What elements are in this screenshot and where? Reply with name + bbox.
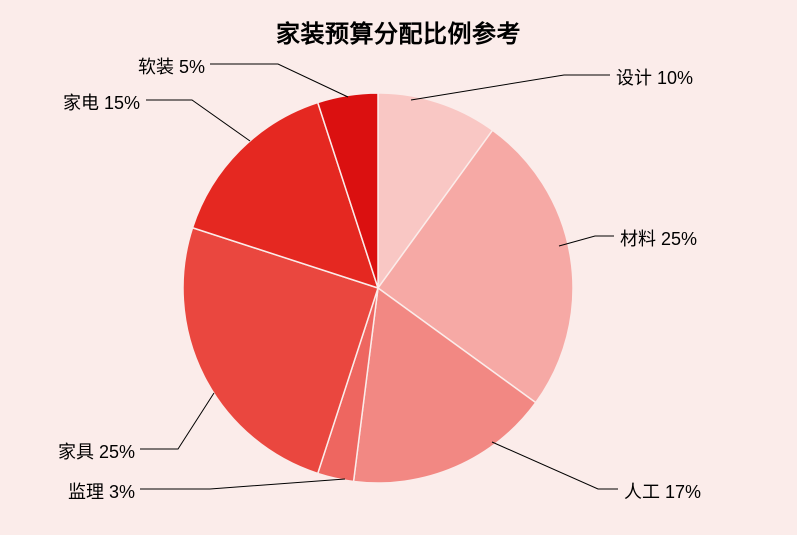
slice-label: 家电 15% (63, 89, 140, 115)
slice-label: 人工 17% (624, 478, 701, 504)
slice-label: 家具 25% (58, 438, 135, 464)
leader-line (146, 100, 250, 141)
leader-line (140, 479, 345, 489)
slice-label: 材料 25% (620, 225, 697, 251)
slice-label: 监理 3% (68, 478, 135, 504)
leader-line (210, 64, 348, 97)
slice-label: 设计 10% (616, 64, 693, 90)
slice-label: 软装 5% (138, 53, 205, 79)
leader-line (411, 75, 610, 100)
leader-line (492, 442, 618, 489)
leader-line (140, 393, 214, 449)
